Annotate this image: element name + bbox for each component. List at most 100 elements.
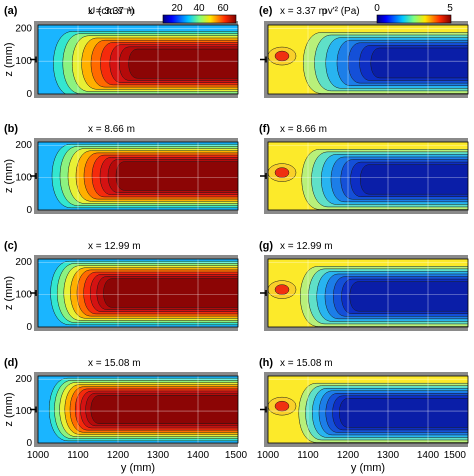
plot-frame xyxy=(37,375,239,444)
y-axis-label: z (mm) xyxy=(3,392,15,426)
plot-frame xyxy=(267,24,469,95)
colorbar-right-tick: 0 xyxy=(374,3,380,14)
colorbar-left-tick: 40 xyxy=(193,3,205,14)
panel-f: (f) x = 8.66 m xyxy=(259,123,474,215)
wall-bottom xyxy=(268,210,468,214)
wall-bottom xyxy=(38,327,238,331)
inlet-marker xyxy=(260,173,267,179)
x-tick-label: 1000 xyxy=(27,450,50,461)
panel-annotation: x = 8.66 m xyxy=(280,124,327,135)
colorbar-left: U (cm.s⁻¹) 20 40 60 xyxy=(88,3,237,24)
contour-band xyxy=(103,278,269,308)
x-tick-label: 1300 xyxy=(377,450,400,461)
wall-top xyxy=(38,21,238,25)
contour-band xyxy=(274,167,290,178)
wall-bottom xyxy=(38,94,238,98)
wall-top xyxy=(268,21,468,25)
colorbar-right-label: ρv'² (Pa) xyxy=(322,6,360,17)
wall-bottom xyxy=(38,443,238,447)
panel-label: (a) xyxy=(4,5,18,17)
y-tick-label: 100 xyxy=(15,290,32,301)
panel-annotation: x = 15.08 m xyxy=(280,358,333,369)
x-tick-label: 1400 xyxy=(187,450,210,461)
mask xyxy=(468,371,474,448)
panel-label: (h) xyxy=(259,357,273,369)
x-tick-label: 1200 xyxy=(337,450,360,461)
x-axis-label: y (mm) xyxy=(351,462,385,474)
inlet-marker xyxy=(30,290,37,296)
colorbar-left-tick: 20 xyxy=(171,3,183,14)
panel-g: (g) x = 12.99 m xyxy=(259,240,474,332)
colorbar-left-bar xyxy=(162,14,237,24)
colorbar-right: ρv'² (Pa) 0 5 xyxy=(322,3,453,24)
wall-top xyxy=(38,255,238,259)
y-tick-label: 200 xyxy=(15,23,32,34)
contour-band xyxy=(339,398,474,428)
panel-annotation: x = 15.08 m xyxy=(88,358,141,369)
plot-frame xyxy=(37,258,239,328)
x-tick-label: 1100 xyxy=(67,450,89,461)
y-tick-label: 0 xyxy=(26,89,32,100)
mask xyxy=(468,20,474,99)
wall-bottom xyxy=(268,327,468,331)
y-tick-label: 100 xyxy=(15,173,32,184)
wall-bottom xyxy=(268,443,468,447)
inlet-marker xyxy=(260,290,267,296)
contour-band xyxy=(349,281,474,312)
x-axis-label: y (mm) xyxy=(121,462,155,474)
wall-top xyxy=(268,372,468,376)
panel-label: (d) xyxy=(4,357,18,369)
panel-label: (b) xyxy=(4,123,18,135)
wall-bottom xyxy=(268,94,468,98)
panel-e: (e) x = 3.37 m xyxy=(259,5,474,99)
contour-band xyxy=(370,47,474,79)
y-tick-label: 0 xyxy=(26,438,32,449)
panel-label: (e) xyxy=(259,5,273,17)
wall-top xyxy=(268,255,468,259)
wall-bottom xyxy=(38,210,238,214)
inlet-marker xyxy=(260,56,267,63)
panel-label: (c) xyxy=(4,240,18,252)
x-tick-label: 1000 xyxy=(257,450,280,461)
inlet-marker xyxy=(30,406,37,413)
mask xyxy=(468,137,474,215)
contour-band xyxy=(274,400,290,412)
x-tick-label: 1300 xyxy=(147,450,170,461)
colorbar-left-label: U (cm.s⁻¹) xyxy=(88,6,134,17)
y-tick-label: 100 xyxy=(15,56,32,67)
x-tick-label: 1500 xyxy=(444,450,467,461)
wall-top xyxy=(38,372,238,376)
y-tick-label: 200 xyxy=(15,257,32,268)
panel-h: (h) x = 15.08 m 1000 1100 1200 1300 1400 1500 y … xyxy=(257,357,474,474)
contour-band xyxy=(274,284,290,295)
y-tick-label: 100 xyxy=(15,406,32,417)
panel-annotation: x = 3.37 m xyxy=(88,6,135,17)
panel-label: (g) xyxy=(259,240,273,252)
panel-label: (f) xyxy=(259,123,270,135)
contour-band xyxy=(360,164,474,195)
y-axis-label: z (mm) xyxy=(3,276,15,310)
contour-band xyxy=(274,50,290,62)
panel-annotation: x = 8.66 m xyxy=(88,124,135,135)
x-tick-label: 1200 xyxy=(107,450,130,461)
y-tick-label: 0 xyxy=(26,205,32,216)
x-tick-label: 1100 xyxy=(297,450,319,461)
y-axis-label: z (mm) xyxy=(3,159,15,193)
inlet-marker xyxy=(260,406,267,413)
panel-annotation: x = 12.99 m xyxy=(280,241,333,252)
plot-frame xyxy=(37,141,239,211)
colorbar-right-tick: 5 xyxy=(447,3,453,14)
inlet-marker xyxy=(30,56,37,63)
panel-annotation: x = 12.99 m xyxy=(88,241,141,252)
panel-annotation: x = 3.37 m xyxy=(280,6,327,17)
wall-top xyxy=(268,138,468,142)
x-tick-label: 1500 xyxy=(225,450,248,461)
contour-band xyxy=(90,395,269,424)
y-tick-label: 0 xyxy=(26,322,32,333)
y-axis-label: z (mm) xyxy=(3,42,15,76)
mask xyxy=(468,254,474,332)
